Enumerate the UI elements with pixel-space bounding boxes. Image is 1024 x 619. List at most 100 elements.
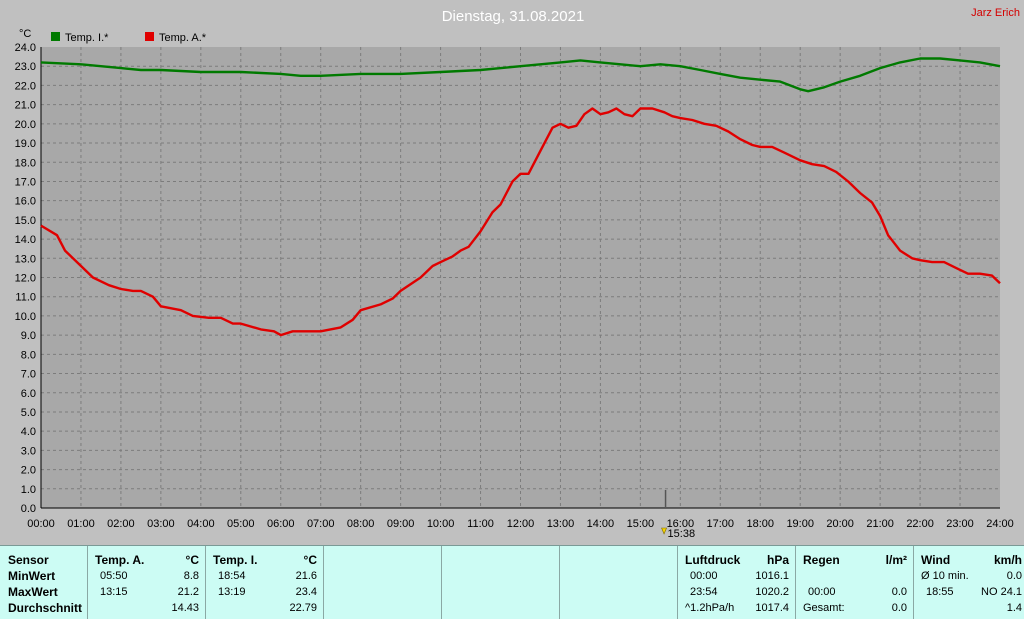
- temp-i-max-time: 13:19: [218, 586, 246, 598]
- x-tick-label: 19:00: [786, 518, 814, 530]
- y-tick-label: 1.0: [21, 484, 36, 496]
- luftdruck-header: Luftdruck: [685, 553, 741, 567]
- temp-i-min-value: 21.6: [295, 570, 317, 582]
- y-tick-label: 24.0: [15, 42, 36, 54]
- regen-max-time: 00:00: [808, 586, 836, 598]
- temp-i-column: Temp. I. °C 18:54 21.6 13:19 23.4 22.79: [205, 546, 324, 619]
- x-tick-label: 14:00: [587, 518, 615, 530]
- x-tick-label: 00:00: [27, 518, 55, 530]
- temp-a-header: Temp. A.: [95, 553, 145, 567]
- y-tick-label: 2.0: [21, 465, 36, 477]
- luftdruck-min-value: 1016.1: [755, 570, 789, 582]
- temp-a-min-value: 8.8: [183, 570, 199, 582]
- y-tick-label: 19.0: [15, 138, 36, 150]
- minwert-label: MinWert: [8, 569, 56, 583]
- series-line-inside: [40, 57, 1001, 93]
- temp-a-min-time: 05:50: [100, 570, 128, 582]
- y-tick-label: 17.0: [15, 176, 36, 188]
- x-tick-label: 01:00: [67, 518, 95, 530]
- x-tick-label: 09:00: [387, 518, 415, 530]
- x-tick-label: 11:00: [467, 518, 494, 530]
- y-tick-label: 13.0: [15, 253, 36, 265]
- x-tick-label: 15:00: [627, 518, 655, 530]
- luftdruck-column: Luftdruck hPa 00:00 1016.1 23:54 1020.2 …: [677, 546, 796, 619]
- marker-arrow-icon: [661, 527, 667, 535]
- x-tick-label: 06:00: [267, 518, 295, 530]
- wind-avg-label: Ø 10 min.: [921, 570, 969, 582]
- wind-average: 1.4: [1006, 602, 1022, 614]
- y-tick-label: 18.0: [15, 157, 36, 169]
- x-tick-label: 10:00: [427, 518, 455, 530]
- time-marker: 15:38: [661, 490, 695, 540]
- x-tick-label: 12:00: [507, 518, 535, 530]
- y-tick-label: 10.0: [15, 311, 36, 323]
- empty-column-3: [559, 546, 678, 619]
- x-tick-label: 13:00: [547, 518, 575, 530]
- temperature-chart: Dienstag, 31.08.2021 Jarz Erich °C Temp.…: [14, 7, 1020, 540]
- sensor-header: Sensor: [8, 553, 49, 567]
- temp-a-average: 14.43: [171, 602, 199, 614]
- y-tick-label: 12.0: [15, 273, 36, 285]
- durchschnitt-label: Durchschnitt: [8, 601, 83, 615]
- series-lines: [40, 57, 1001, 337]
- wind-header: Wind: [921, 553, 951, 567]
- luftdruck-trend: ^1.2hPa/h: [685, 602, 735, 614]
- y-tick-label: 11.0: [15, 292, 36, 304]
- empty-column-2: [441, 546, 560, 619]
- wind-max-value: NO 24.1: [981, 586, 1022, 598]
- y-tick-label: 0.0: [21, 503, 36, 515]
- legend-label-outside: Temp. A.*: [159, 32, 207, 44]
- luftdruck-min-time: 00:00: [690, 570, 718, 582]
- temp-i-min-time: 18:54: [218, 570, 246, 582]
- temp-a-unit: °C: [185, 553, 199, 567]
- luftdruck-max-time: 23:54: [690, 586, 718, 598]
- legend-swatch-outside: [145, 32, 154, 41]
- x-tick-label: 23:00: [946, 518, 974, 530]
- luftdruck-average: 1017.4: [755, 602, 789, 614]
- x-tick-label: 07:00: [307, 518, 335, 530]
- y-tick-label: 6.0: [21, 388, 36, 400]
- y-tick-label: 4.0: [21, 426, 36, 438]
- y-tick-label: 8.0: [21, 349, 36, 361]
- regen-max-value: 0.0: [891, 586, 907, 598]
- x-tick-label: 17:00: [707, 518, 735, 530]
- x-tick-label: 08:00: [347, 518, 375, 530]
- regen-column: Regen l/m² 00:00 0.0 Gesamt: 0.0: [795, 546, 914, 619]
- x-tick-label: 24:00: [986, 518, 1014, 530]
- x-tick-label: 04:00: [187, 518, 215, 530]
- legend-label-inside: Temp. I.*: [65, 32, 109, 44]
- axis-ticks: 0.0 1.0 2.0 3.0 4.0 5.0 6.0 7.0 8.0 9.0 10.0 11.0 12…: [15, 42, 1014, 530]
- grid-lines: [41, 47, 1000, 508]
- y-tick-label: 16.0: [15, 196, 36, 208]
- regen-total-value: 0.0: [891, 602, 907, 614]
- luftdruck-unit: hPa: [766, 553, 789, 567]
- empty-column-1: [323, 546, 442, 619]
- y-tick-label: 21.0: [15, 100, 36, 112]
- y-tick-label: 9.0: [21, 330, 36, 342]
- y-tick-label: 14.0: [15, 234, 36, 246]
- x-tick-label: 22:00: [906, 518, 934, 530]
- y-axis-unit: °C: [19, 28, 31, 40]
- statistics-panel: Sensor MinWert MaxWert Durchschnitt Temp…: [0, 545, 1024, 619]
- temp-i-max-value: 23.4: [295, 586, 317, 598]
- y-tick-label: 22.0: [15, 80, 36, 92]
- wind-max-time: 18:55: [926, 586, 954, 598]
- x-tick-label: 18:00: [746, 518, 774, 530]
- author-label: Jarz Erich: [971, 7, 1020, 19]
- x-tick-label: 20:00: [826, 518, 854, 530]
- regen-total-label: Gesamt:: [803, 602, 845, 614]
- y-tick-label: 23.0: [15, 61, 36, 73]
- regen-header: Regen: [803, 553, 840, 567]
- temp-a-max-time: 13:15: [100, 586, 128, 598]
- series-line-outside: [40, 107, 1001, 337]
- y-tick-label: 3.0: [21, 445, 36, 457]
- regen-unit: l/m²: [885, 553, 907, 567]
- wind-unit: km/h: [993, 553, 1022, 567]
- legend-swatch-inside: [51, 32, 60, 41]
- y-tick-label: 20.0: [15, 119, 36, 131]
- chart-title: Dienstag, 31.08.2021: [442, 8, 585, 25]
- temp-a-column: Temp. A. °C 05:50 8.8 13:15 21.2 14.43: [87, 546, 206, 619]
- maxwert-label: MaxWert: [8, 585, 58, 599]
- temp-a-max-value: 21.2: [177, 586, 199, 598]
- temp-i-header: Temp. I.: [213, 553, 258, 567]
